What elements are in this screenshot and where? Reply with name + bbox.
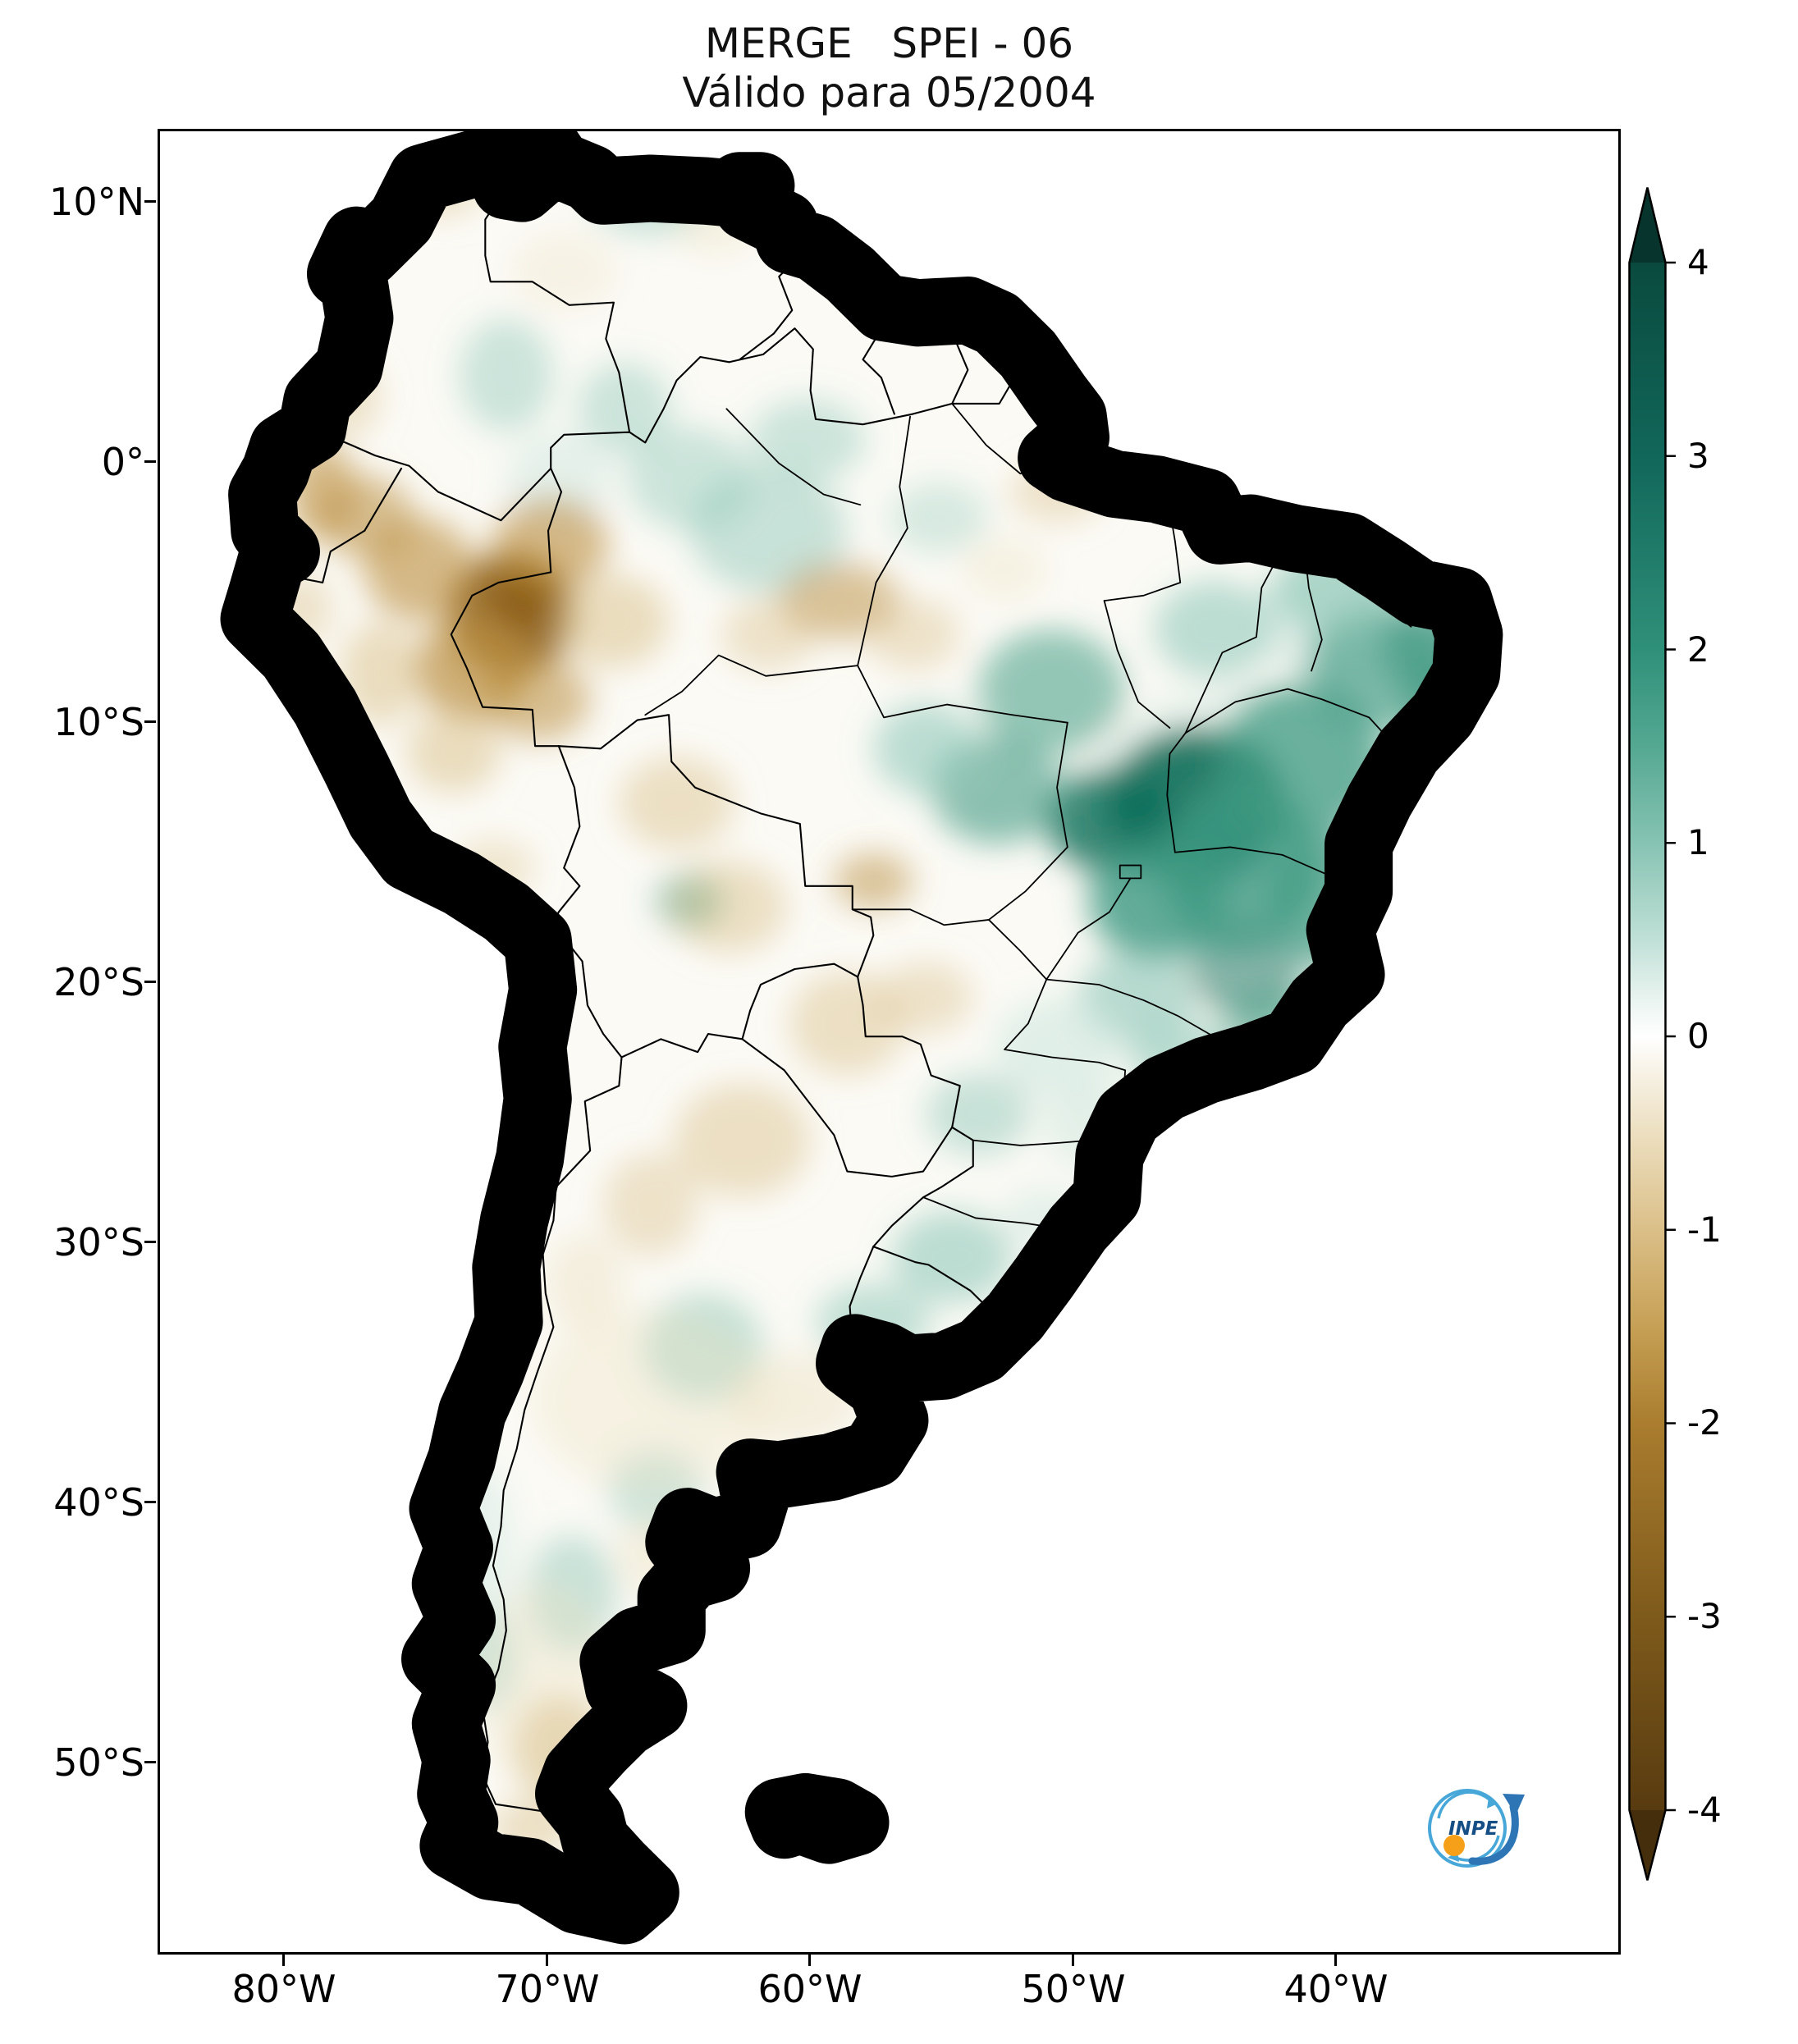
x-tick-mark [808,1955,811,1966]
colorbar-extend-max [1629,187,1666,263]
colorbar-label-4: 4 [1687,242,1709,282]
y-tick-label-0: 0° [101,440,144,484]
colorbar-label-2: 2 [1687,629,1709,670]
y-tick-label-30s: 30°S [53,1220,144,1264]
x-tick-label-70w: 70°W [495,1967,600,2011]
y-tick-mark [144,1241,156,1243]
x-tick-label-60w: 60°W [757,1967,862,2011]
y-tick-label-20s: 20°S [53,960,144,1004]
colorbar-label-0: 0 [1687,1016,1709,1056]
country-borders [281,176,1028,1893]
inpe-logo-orange-dot [1443,1835,1465,1856]
inpe-logo: INPE [1428,1789,1525,1868]
y-tick-label-40s: 40°S [53,1480,144,1525]
x-tick-mark [1334,1955,1337,1966]
x-tick-label-80w: 80°W [231,1967,336,2011]
chart-title: MERGE SPEI - 06 [704,20,1074,67]
colorbar-label-3: 3 [1687,436,1709,476]
chart-subtitle: Válido para 05/2004 [682,69,1096,117]
inpe-logo-blue-arrow [1468,1803,1519,1865]
x-tick-mark [1072,1955,1074,1966]
x-tick-label-50w: 50°W [1021,1967,1126,2011]
colorbar-extend-min [1629,1810,1666,1881]
colorbar-label-m4: -4 [1687,1790,1722,1830]
x-tick-mark [546,1955,548,1966]
y-tick-mark [144,460,156,463]
colorbar-tick-marks [1665,261,1676,1812]
inpe-logo-swirl-top [1437,1790,1494,1819]
x-tick-label-40w: 40°W [1283,1967,1389,2011]
y-tick-label-50s: 50°S [53,1740,144,1785]
inpe-logo-swirl-arrowhead [1487,1797,1498,1809]
y-tick-mark [144,1761,156,1763]
y-tick-mark [144,1501,156,1503]
y-tick-label-10s: 10°S [53,700,144,744]
inpe-logo-blue-arrowhead [1503,1794,1525,1815]
inpe-logo-swirl-bottom [1452,1835,1500,1862]
colorbar [1628,187,1676,1881]
inpe-logo-text: INPE [1448,1818,1498,1840]
map-plot-area [158,129,1621,1955]
y-tick-mark [144,720,156,723]
x-tick-mark [282,1955,285,1966]
colorbar-label-m2: -2 [1687,1402,1722,1443]
y-tick-mark [144,200,156,203]
colorbar-gradient [1629,263,1666,1810]
colorbar-label-m3: -3 [1687,1596,1722,1636]
colorbar-label-1: 1 [1687,822,1709,862]
y-tick-label-10n: 10°N [49,180,144,224]
colorbar-label-m1: -1 [1687,1209,1722,1250]
y-tick-mark [144,981,156,983]
south-america-map [160,131,1618,1952]
